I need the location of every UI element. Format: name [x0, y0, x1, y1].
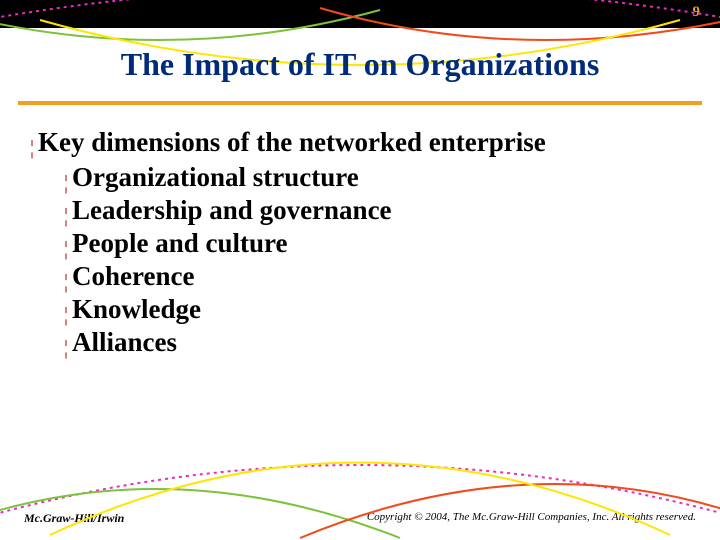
bullet-level2: ¦Alliances — [64, 327, 690, 358]
bullet-level2: ¦Knowledge — [64, 294, 690, 325]
top-bar: 9 — [0, 0, 720, 28]
slide-title: The Impact of IT on Organizations — [20, 46, 700, 83]
footer-copyright: Copyright © 2004, The Mc.Graw-Hill Compa… — [367, 511, 696, 526]
bullet-icon: ¦ — [64, 338, 68, 358]
bullet-level2: ¦Organizational structure — [64, 162, 690, 193]
bullet-level2: ¦Coherence — [64, 261, 690, 292]
bullet-text: Coherence — [72, 261, 194, 292]
title-area: The Impact of IT on Organizations — [0, 28, 720, 93]
slide-container: 9 The Impact of IT on Organizations ¦ Ke… — [0, 0, 720, 540]
bullet-level1: ¦ Key dimensions of the networked enterp… — [30, 127, 690, 158]
bullet-level2: ¦Leadership and governance — [64, 195, 690, 226]
bullet-text: Knowledge — [72, 294, 201, 325]
bullet-text: Alliances — [72, 327, 177, 358]
bullet-text: Key dimensions of the networked enterpri… — [38, 127, 546, 158]
bullet-icon: ¦ — [64, 305, 68, 325]
footer-publisher: Mc.Graw-Hill/Irwin — [24, 511, 124, 526]
bullet-level2: ¦People and culture — [64, 228, 690, 259]
footer: Mc.Graw-Hill/Irwin Copyright © 2004, The… — [0, 511, 720, 526]
bullet-icon: ¦ — [64, 206, 68, 226]
bullet-icon: ¦ — [64, 173, 68, 193]
bullet-text: Organizational structure — [72, 162, 359, 193]
bullet-icon: ¦ — [30, 138, 34, 158]
bullet-icon: ¦ — [64, 239, 68, 259]
bullet-text: Leadership and governance — [72, 195, 392, 226]
content-area: ¦ Key dimensions of the networked enterp… — [0, 105, 720, 358]
bullet-icon: ¦ — [64, 272, 68, 292]
bullet-text: People and culture — [72, 228, 288, 259]
page-number: 9 — [693, 4, 701, 21]
